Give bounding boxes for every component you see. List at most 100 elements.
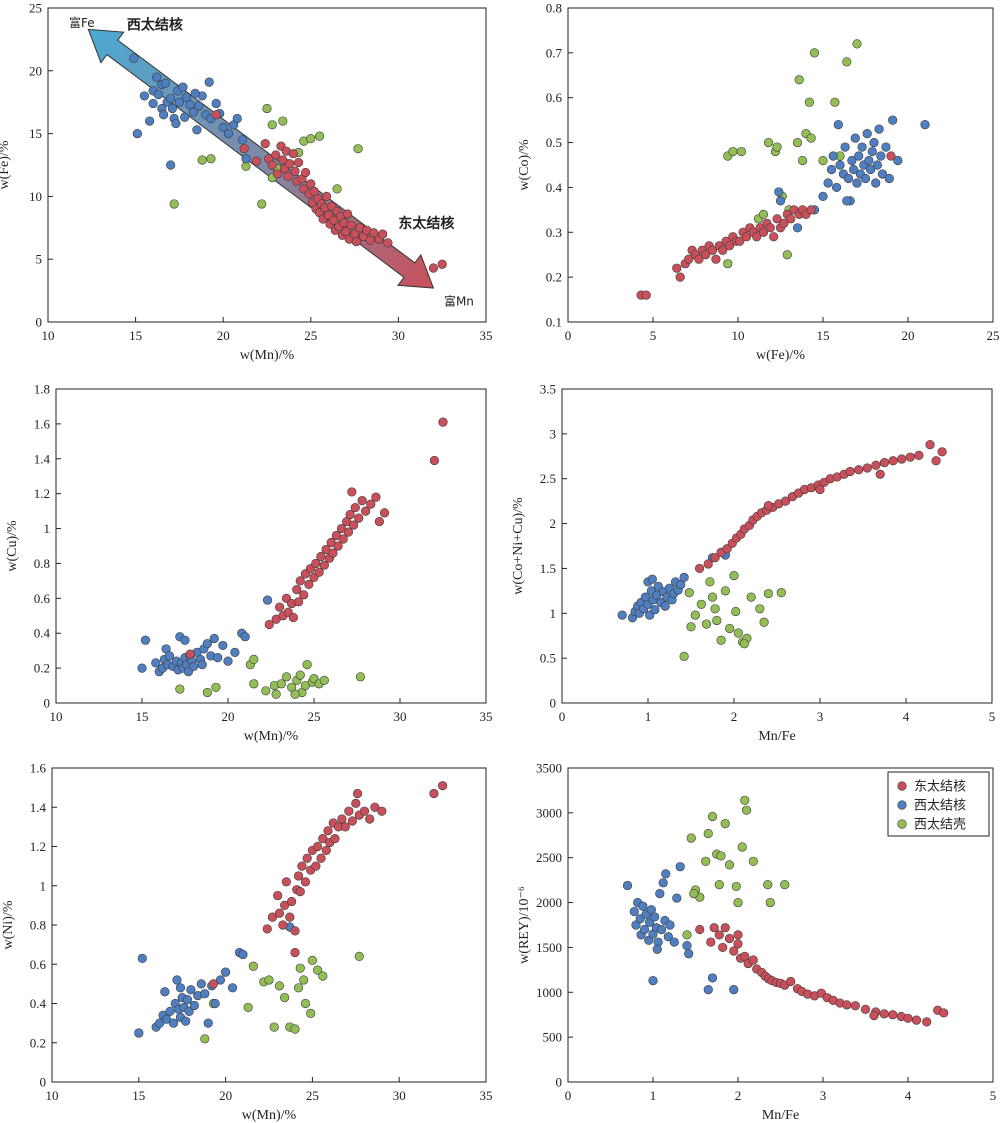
data-point bbox=[741, 232, 752, 242]
series-west-crust bbox=[175, 654, 366, 699]
x-axis-label: w(Fe)/% bbox=[756, 348, 805, 363]
data-point bbox=[903, 1013, 913, 1023]
y-axis-label: w(Fe)/% bbox=[0, 140, 12, 189]
chart-3: 10 15 20 25 30 35 0 0.2 0.4 0.6 0.8 1 1.2 1.4 1.6 1.8 w(… bbox=[5, 382, 493, 745]
data-point bbox=[307, 955, 318, 965]
x-tick-label: 10 bbox=[732, 328, 745, 343]
y-tick-label: 5 bbox=[36, 252, 43, 267]
data-point bbox=[775, 196, 786, 206]
data-point bbox=[886, 151, 896, 161]
data-point bbox=[629, 906, 639, 917]
data-point bbox=[271, 150, 281, 160]
data-point bbox=[854, 151, 864, 161]
plot-frame bbox=[567, 7, 994, 323]
x-tick-label: 0 bbox=[559, 709, 566, 724]
data-point bbox=[168, 1018, 179, 1028]
y-tick-label: 0.8 bbox=[34, 556, 50, 571]
data-point bbox=[314, 567, 324, 577]
data-point bbox=[241, 154, 251, 164]
y-tick-label: 25 bbox=[29, 1, 42, 16]
legend-label: 东太结核 bbox=[914, 780, 966, 795]
data-point bbox=[197, 155, 207, 165]
series-east-nodule bbox=[695, 923, 949, 1027]
data-point bbox=[209, 633, 219, 644]
data-point bbox=[701, 250, 711, 260]
data-point bbox=[739, 639, 749, 649]
data-point bbox=[737, 842, 747, 852]
x-axis-label: w(Mn)/% bbox=[240, 348, 295, 363]
data-point bbox=[290, 689, 300, 699]
data-point bbox=[718, 245, 728, 255]
data-point bbox=[720, 923, 730, 933]
data-point bbox=[782, 250, 792, 260]
data-point bbox=[437, 259, 447, 269]
x-tick-label: 35 bbox=[480, 709, 493, 724]
data-point bbox=[264, 975, 274, 985]
data-point bbox=[897, 454, 907, 464]
data-point bbox=[826, 164, 837, 175]
data-point bbox=[720, 819, 730, 829]
data-point bbox=[818, 191, 828, 201]
data-point bbox=[311, 558, 321, 569]
x-tick-label: 10 bbox=[42, 328, 55, 343]
data-point bbox=[867, 146, 877, 157]
data-point bbox=[181, 92, 192, 102]
data-point bbox=[365, 814, 375, 824]
y-tick-label: 0.4 bbox=[30, 996, 47, 1011]
y-tick-label: 1.6 bbox=[34, 416, 51, 431]
data-point bbox=[239, 144, 249, 154]
y-tick-label: 1 bbox=[550, 606, 557, 621]
data-point bbox=[724, 241, 735, 251]
data-point bbox=[171, 118, 181, 129]
data-point bbox=[153, 90, 163, 100]
data-point bbox=[353, 144, 363, 154]
data-point bbox=[319, 675, 329, 685]
data-point bbox=[267, 160, 277, 170]
y-tick-label: 0 bbox=[550, 696, 557, 711]
data-point bbox=[181, 1016, 191, 1026]
data-point bbox=[690, 610, 700, 620]
y-axis-label: w(Co)/% bbox=[517, 139, 532, 191]
data-point bbox=[679, 651, 689, 661]
data-point bbox=[617, 610, 627, 620]
data-point bbox=[716, 851, 726, 861]
data-point bbox=[137, 953, 147, 963]
data-point bbox=[200, 989, 210, 999]
series-west-crust bbox=[679, 571, 786, 661]
data-point bbox=[769, 232, 779, 242]
data-point bbox=[188, 107, 199, 117]
data-point bbox=[354, 951, 364, 962]
data-point bbox=[911, 1015, 922, 1025]
y-tick-label: 1 bbox=[44, 521, 51, 536]
y-tick-label: 0.4 bbox=[34, 626, 51, 641]
chart-2: 0 5 10 15 20 25 0.1 0.2 0.3 0.4 0.5 0.6 0.7 0.8 w(Fe)/… bbox=[517, 1, 1000, 364]
data-point bbox=[311, 861, 321, 871]
data-point bbox=[280, 993, 290, 1003]
data-point bbox=[352, 788, 363, 799]
y-tick-label: 0.2 bbox=[546, 270, 562, 285]
data-point bbox=[438, 781, 448, 791]
data-point bbox=[261, 686, 271, 696]
y-tick-label: 1500 bbox=[536, 940, 562, 955]
data-point bbox=[300, 167, 311, 178]
series-east-nodule bbox=[185, 417, 448, 659]
data-point bbox=[707, 973, 718, 983]
data-point bbox=[208, 979, 219, 989]
data-point bbox=[746, 592, 756, 602]
data-point bbox=[729, 571, 739, 581]
data-point bbox=[166, 160, 176, 170]
y-tick-label: 0.2 bbox=[30, 1035, 46, 1050]
data-point bbox=[622, 880, 633, 891]
data-point bbox=[377, 806, 387, 816]
y-tick-label: 0.8 bbox=[546, 1, 562, 16]
data-point bbox=[300, 998, 311, 1009]
data-point bbox=[302, 853, 312, 863]
data-point bbox=[175, 983, 186, 993]
data-point bbox=[842, 1000, 852, 1010]
data-point bbox=[884, 173, 894, 184]
data-point bbox=[328, 215, 339, 225]
data-point bbox=[290, 1024, 300, 1034]
y-tick-label: 0.1 bbox=[546, 315, 562, 330]
data-point bbox=[875, 469, 885, 479]
